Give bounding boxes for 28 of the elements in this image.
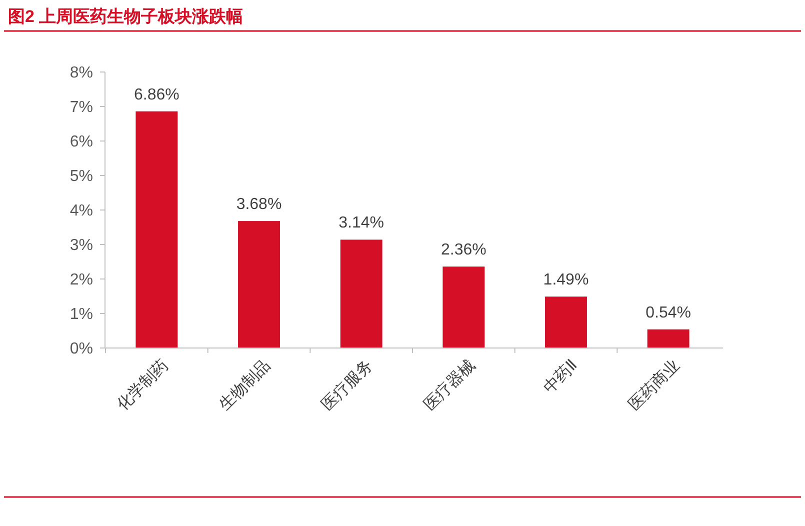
x-tick-label: 生物制品 [216,356,274,414]
y-tick-label: 8% [70,64,93,82]
y-tick-label: 1% [70,306,93,324]
y-tick-label: 7% [70,99,93,116]
data-label: 1.49% [543,272,589,289]
bar [340,240,382,348]
x-tick-label: 医药商业 [625,356,684,414]
bar [238,221,280,348]
y-tick-label: 6% [70,134,93,151]
data-label: 2.36% [440,242,486,259]
bar [136,111,178,348]
bar [545,296,587,348]
data-label: 3.14% [338,214,384,232]
x-tick-label: 中药Ⅱ [540,356,581,397]
data-label: 0.54% [646,304,692,322]
y-tick-label: 3% [70,237,93,254]
y-tick-label: 0% [70,340,93,358]
data-label: 6.86% [134,86,180,104]
x-tick-label: 化学制药 [113,356,172,414]
x-tick-label: 医疗服务 [318,356,376,414]
x-tick-label: 医疗器械 [420,356,478,414]
y-tick-label: 5% [70,168,93,186]
bar [647,329,690,348]
bar [442,266,485,348]
y-tick-label: 4% [70,202,93,220]
y-tick-label: 2% [70,272,93,289]
data-label: 3.68% [236,196,282,214]
chart-title: 图2 上周医药生物子板块涨跌幅 [8,7,244,26]
